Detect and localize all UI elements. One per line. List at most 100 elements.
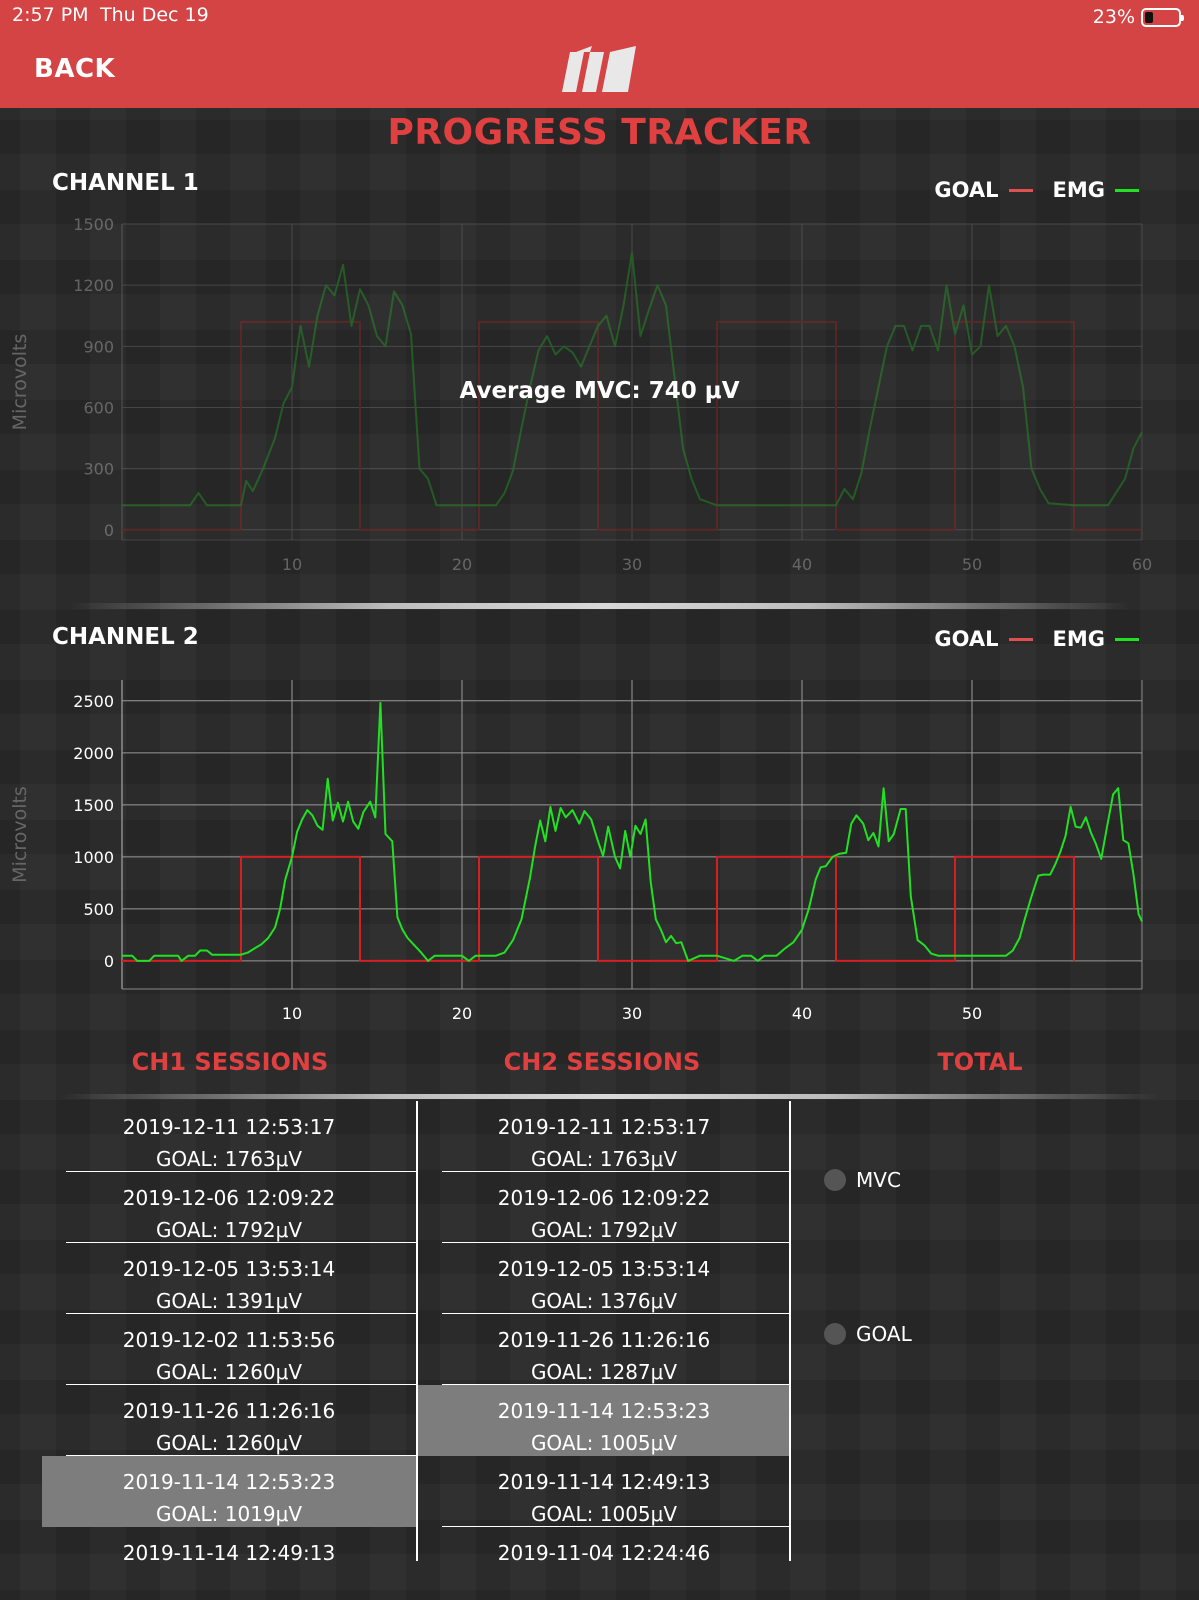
session-item[interactable]: 2019-11-26 11:26:16 GOAL: 1260μV <box>42 1385 416 1456</box>
y-tick-label: 1500 <box>73 215 114 234</box>
y-tick-label: 2000 <box>73 744 114 763</box>
session-date: 2019-11-14 12:49:13 <box>497 1470 711 1494</box>
session-item[interactable]: 2019-12-05 13:53:14 GOAL: 1391μV <box>42 1243 416 1314</box>
battery-percent: 23% <box>1092 6 1135 28</box>
session-separator <box>442 1242 790 1243</box>
session-date: 2019-11-26 11:26:16 <box>497 1328 711 1352</box>
y-tick-label: 1500 <box>73 796 114 815</box>
average-mvc: Average MVC: 740 μV <box>459 378 740 404</box>
session-date: 2019-12-02 11:53:56 <box>122 1328 336 1352</box>
session-item[interactable]: 2019-11-14 12:53:23 GOAL: 1019μV <box>42 1456 416 1527</box>
chart-divider <box>70 603 1130 609</box>
session-separator <box>66 1242 416 1243</box>
status-day: Thu Dec 19 <box>100 4 209 26</box>
session-goal: GOAL: 1792μV <box>155 1218 303 1242</box>
legend-emg-label: EMG <box>1052 627 1105 651</box>
radio-icon[interactable] <box>824 1169 846 1191</box>
goal-series-line <box>122 320 1142 531</box>
session-goal: GOAL: 1391μV <box>155 1289 303 1313</box>
x-tick-label: 40 <box>792 1004 812 1023</box>
session-item[interactable]: 2019-12-11 12:53:17 GOAL: 1763μV <box>418 1101 790 1172</box>
total-option-mvc[interactable]: MVC <box>824 1168 901 1192</box>
session-separator <box>66 1171 416 1172</box>
session-separator <box>66 1455 416 1456</box>
ch1-sessions-header: CH1 SESSIONS <box>131 1048 329 1076</box>
emg-series-line <box>122 251 1143 507</box>
session-item[interactable]: 2019-11-14 12:49:13 <box>42 1527 416 1598</box>
y-tick-label: 0 <box>104 952 114 971</box>
y-tick-label: 1000 <box>73 848 114 867</box>
x-tick-label: 10 <box>282 555 302 574</box>
channel2-chart: 0 500 1000 1500 2000 2500 10 20 30 40 50 Microvolts <box>9 680 1143 1023</box>
total-option-goal[interactable]: GOAL <box>824 1322 912 1346</box>
session-date: 2019-12-05 13:53:14 <box>497 1257 711 1281</box>
x-tick-label: 50 <box>962 1004 982 1023</box>
x-tick-label: 30 <box>622 555 642 574</box>
total-option-label: GOAL <box>856 1322 912 1346</box>
session-goal: GOAL: 1763μV <box>530 1147 678 1171</box>
top-bar: 2:57 PM Thu Dec 19 23% BACK <box>0 0 1199 108</box>
back-button[interactable]: BACK <box>34 54 116 84</box>
session-item[interactable]: 2019-12-02 11:53:56 GOAL: 1260μV <box>42 1314 416 1385</box>
y-tick-label: 1200 <box>73 276 114 295</box>
x-tick-label: 20 <box>452 555 472 574</box>
session-separator <box>442 1526 790 1527</box>
legend-emg-swatch <box>1115 188 1139 192</box>
channel1-legend: GOAL EMG <box>934 178 1139 202</box>
session-date: 2019-11-26 11:26:16 <box>122 1399 336 1423</box>
session-date: 2019-12-11 12:53:17 <box>122 1115 336 1139</box>
legend-goal-swatch <box>1008 637 1033 641</box>
session-goal: GOAL: 1763μV <box>155 1147 303 1171</box>
y-tick-label: 900 <box>83 337 114 356</box>
session-item[interactable]: 2019-12-05 13:53:14 GOAL: 1376μV <box>418 1243 790 1314</box>
session-separator <box>442 1171 790 1172</box>
column-divider <box>416 1101 418 1561</box>
legend-goal-swatch <box>1008 188 1033 192</box>
session-item[interactable]: 2019-12-11 12:53:17 GOAL: 1763μV <box>42 1101 416 1172</box>
session-goal: GOAL: 1287μV <box>530 1360 678 1384</box>
legend-goal-label: GOAL <box>934 627 999 651</box>
y-tick-label: 500 <box>83 900 114 919</box>
goal-series-line <box>122 855 1075 962</box>
session-item[interactable]: 2019-11-04 12:24:46 <box>418 1527 790 1598</box>
app-logo-icon <box>562 46 636 92</box>
radio-icon[interactable] <box>824 1323 846 1345</box>
y-tick-label: 0 <box>104 521 114 540</box>
y-tick-label: 600 <box>83 398 114 417</box>
x-tick-label: 30 <box>622 1004 642 1023</box>
battery-icon <box>1141 7 1184 27</box>
channel1-chart: 0 300 600 900 1200 1500 10 20 30 40 50 60 Microvolts <box>9 215 1152 574</box>
session-separator <box>442 1313 790 1314</box>
session-goal: GOAL: 1376μV <box>530 1289 678 1313</box>
legend-emg-label: EMG <box>1052 178 1105 202</box>
session-date: 2019-11-04 12:24:46 <box>497 1541 711 1565</box>
status-time: 2:57 PM <box>12 4 89 26</box>
column-divider <box>789 1101 791 1561</box>
session-item[interactable]: 2019-11-14 12:53:23 GOAL: 1005μV <box>418 1385 790 1456</box>
session-date: 2019-12-05 13:53:14 <box>122 1257 336 1281</box>
page-title: PROGRESS TRACKER <box>387 112 812 153</box>
ch2-sessions-header: CH2 SESSIONS <box>503 1048 701 1076</box>
ch2-session-list: 2019-12-11 12:53:17 GOAL: 1763μV 2019-12-0… <box>418 1101 790 1598</box>
session-goal: GOAL: 1792μV <box>530 1218 678 1242</box>
x-tick-label: 20 <box>452 1004 472 1023</box>
session-item[interactable]: 2019-12-06 12:09:22 GOAL: 1792μV <box>42 1172 416 1243</box>
session-date: 2019-11-14 12:53:23 <box>497 1399 711 1423</box>
ch1-session-list: 2019-12-11 12:53:17 GOAL: 1763μV 2019-12-0… <box>42 1101 416 1598</box>
session-item[interactable]: 2019-11-14 12:49:13 GOAL: 1005μV <box>418 1456 790 1527</box>
chart-plot-group: 0 300 600 900 1200 1500 10 20 30 40 50 60 <box>73 215 1152 574</box>
x-tick-label: 40 <box>792 555 812 574</box>
chart-plot-group: 0 500 1000 1500 2000 2500 10 20 30 40 50 <box>73 680 1143 1023</box>
x-tick-label: 50 <box>962 555 982 574</box>
total-option-label: MVC <box>856 1168 901 1192</box>
channel2-legend: GOAL EMG <box>934 627 1139 651</box>
session-date: 2019-12-06 12:09:22 <box>122 1186 336 1210</box>
session-item[interactable]: 2019-11-26 11:26:16 GOAL: 1287μV <box>418 1314 790 1385</box>
session-goal: GOAL: 1260μV <box>155 1431 303 1455</box>
channel1-label: CHANNEL 1 <box>52 170 199 196</box>
session-item[interactable]: 2019-12-06 12:09:22 GOAL: 1792μV <box>418 1172 790 1243</box>
y-axis-title: Microvolts <box>9 786 31 883</box>
session-goal: GOAL: 1019μV <box>155 1502 303 1526</box>
session-separator <box>66 1313 416 1314</box>
session-date: 2019-11-14 12:49:13 <box>122 1541 336 1565</box>
